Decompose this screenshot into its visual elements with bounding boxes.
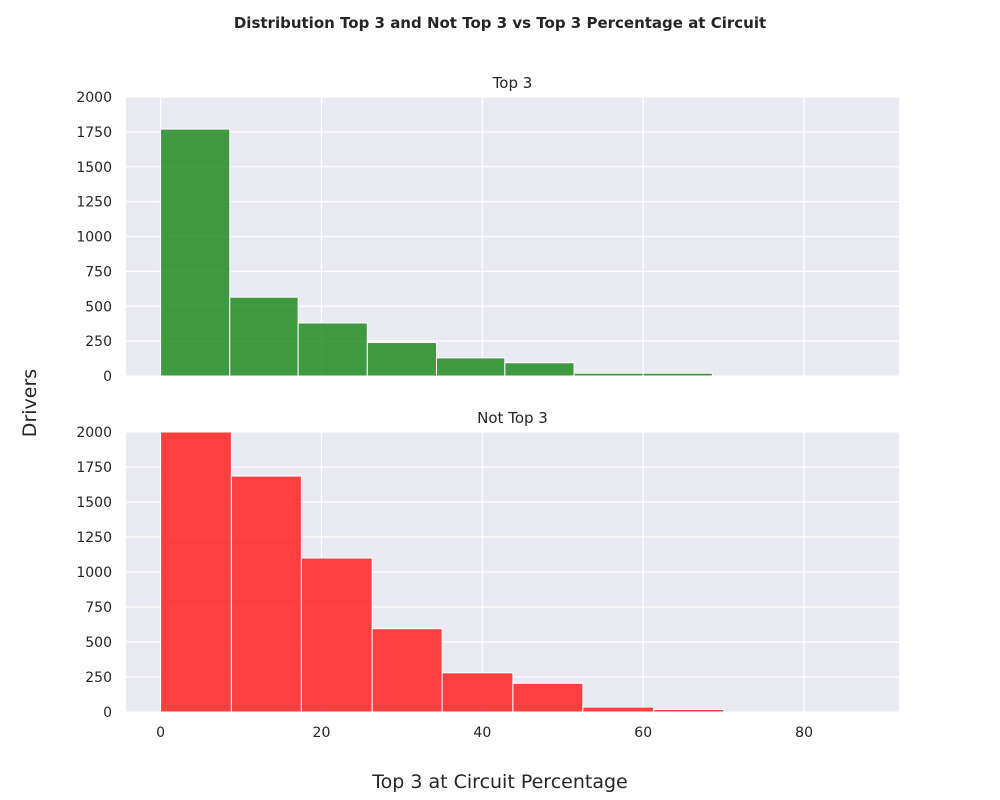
y-tick-label: 1500 bbox=[76, 495, 112, 511]
histogram-bar bbox=[371, 628, 443, 713]
y-tick-label: 500 bbox=[85, 635, 112, 651]
y-tick-label: 250 bbox=[85, 670, 112, 686]
histogram-bar bbox=[160, 128, 231, 377]
x-tick-label: 0 bbox=[156, 725, 165, 741]
histogram-bar bbox=[441, 672, 514, 713]
histogram-bar bbox=[504, 362, 575, 377]
x-tick-label: 40 bbox=[473, 725, 491, 741]
y-tick-label: 750 bbox=[85, 264, 112, 280]
y-tick-label: 750 bbox=[85, 600, 112, 616]
panel-title: Top 3 bbox=[492, 74, 533, 92]
histogram-bar bbox=[230, 475, 302, 713]
y-tick-label: 1500 bbox=[76, 160, 112, 176]
y-tick-label: 1000 bbox=[76, 230, 112, 246]
y-tick-label: 0 bbox=[103, 369, 112, 385]
y-tick-label: 500 bbox=[85, 299, 112, 315]
x-tick-label: 60 bbox=[634, 725, 652, 741]
x-tick-label: 80 bbox=[795, 725, 813, 741]
x-axis-label: Top 3 at Circuit Percentage bbox=[371, 771, 627, 793]
x-tick-label: 20 bbox=[313, 725, 331, 741]
histogram-bar bbox=[300, 557, 373, 713]
y-tick-label: 0 bbox=[103, 705, 112, 721]
panel-2: Not Top 3 0 250 500 750 1000 1250 1500 1750 2000 0… bbox=[76, 409, 899, 741]
histogram-bar bbox=[582, 706, 655, 713]
y-tick-label: 1250 bbox=[76, 195, 112, 211]
histogram-bar bbox=[160, 431, 232, 713]
y-tick-label: 1750 bbox=[76, 125, 112, 141]
histogram-bar bbox=[435, 357, 506, 377]
chart-title: Distribution Top 3 and Not Top 3 vs Top … bbox=[234, 14, 766, 32]
panel-1: Top 3 0 250 500 750 1000 1250 1500 1750 2000 bbox=[76, 74, 899, 385]
y-tick-label: 1000 bbox=[76, 565, 112, 581]
histogram-bar bbox=[229, 296, 299, 377]
y-tick-label: 1750 bbox=[76, 460, 112, 476]
y-tick-label: 1250 bbox=[76, 530, 112, 546]
y-tick-label: 2000 bbox=[76, 425, 112, 441]
y-axis-label: Drivers bbox=[19, 369, 41, 437]
panel-title: Not Top 3 bbox=[477, 409, 548, 427]
histogram-bar bbox=[642, 372, 713, 377]
histogram-bar bbox=[573, 372, 644, 377]
histogram-bar bbox=[297, 322, 368, 377]
y-tick-label: 2000 bbox=[76, 90, 112, 106]
histogram-bar bbox=[653, 708, 725, 713]
y-tick-label: 250 bbox=[85, 334, 112, 350]
histogram-bar bbox=[366, 342, 437, 377]
histogram-bar bbox=[512, 682, 584, 713]
